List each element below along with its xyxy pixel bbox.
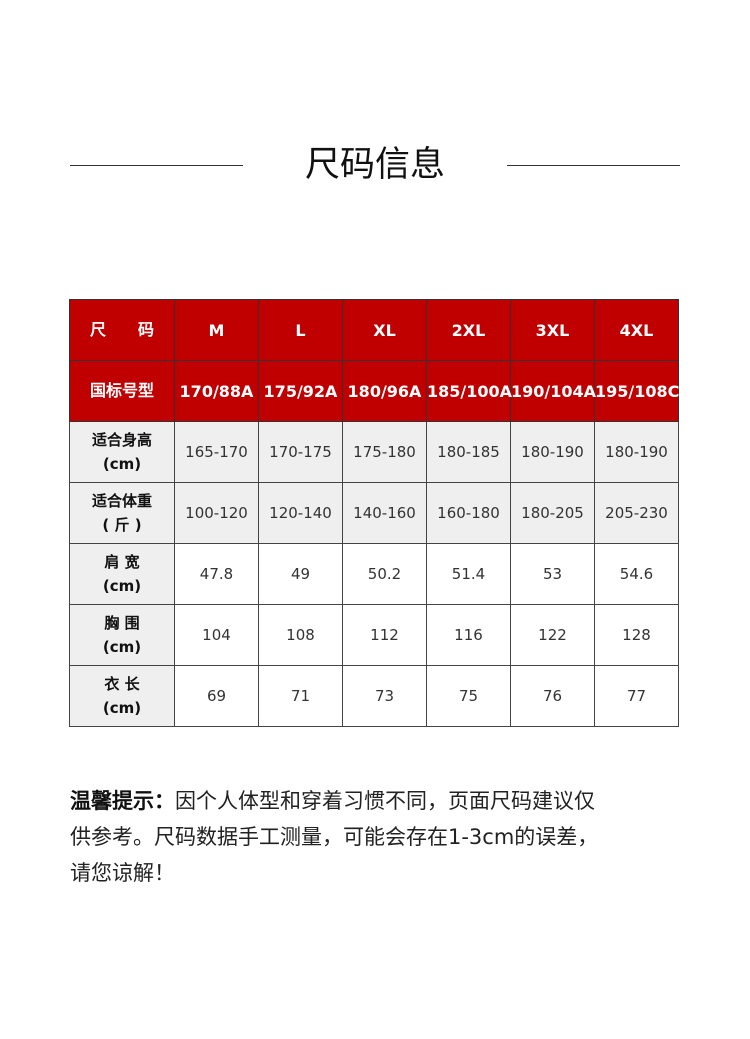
table-cell: 116 bbox=[426, 604, 511, 666]
table-cell: 170/88A bbox=[174, 360, 259, 422]
table-cell: 100-120 bbox=[174, 482, 259, 544]
table-row: 国标号型 170/88A 175/92A 180/96A 185/100A 190/104… bbox=[69, 360, 679, 422]
note-line: 请您谅解！ bbox=[70, 861, 175, 885]
size-header-cell: 3XL bbox=[510, 299, 595, 361]
size-header-cell: L bbox=[258, 299, 343, 361]
table-cell: 75 bbox=[426, 665, 511, 727]
table-cell: 69 bbox=[174, 665, 259, 727]
size-note: 温馨提示：因个人体型和穿着习惯不同，页面尺码建议仅 供参考。尺码数据手工测量，可… bbox=[70, 783, 690, 891]
table-cell: 76 bbox=[510, 665, 595, 727]
table-cell: 104 bbox=[174, 604, 259, 666]
title-rule-right bbox=[507, 165, 680, 166]
table-cell: 77 bbox=[594, 665, 679, 727]
table-cell: 160-180 bbox=[426, 482, 511, 544]
table-cell: 185/100A bbox=[426, 360, 512, 422]
row-label-unit: (cm) bbox=[102, 577, 142, 595]
size-table: 尺码 M L XL 2XL 3XL 4XL 国标号型 170/88A 175/92A 180/96A… bbox=[69, 299, 679, 727]
title-rule-left bbox=[70, 165, 243, 166]
table-cell: 112 bbox=[342, 604, 427, 666]
table-cell: 205-230 bbox=[594, 482, 679, 544]
table-row: 衣 长 (cm) 69 71 73 75 76 77 bbox=[69, 665, 679, 727]
row-label: 适合身高 (cm) bbox=[69, 421, 175, 483]
note-line: 因个人体型和穿着习惯不同，页面尺码建议仅 bbox=[175, 789, 595, 813]
table-row: 胸 围 (cm) 104 108 112 116 122 128 bbox=[69, 604, 679, 666]
size-header-cell: XL bbox=[342, 299, 427, 361]
row-label: 胸 围 (cm) bbox=[69, 604, 175, 666]
table-cell: 180-185 bbox=[426, 421, 511, 483]
table-cell: 122 bbox=[510, 604, 595, 666]
label-char: 尺 bbox=[90, 320, 107, 339]
table-cell: 180-190 bbox=[594, 421, 679, 483]
label-char: 码 bbox=[137, 320, 154, 339]
table-cell: 175/92A bbox=[258, 360, 343, 422]
size-header-cell: M bbox=[174, 299, 259, 361]
table-cell: 180-205 bbox=[510, 482, 595, 544]
table-cell: 180-190 bbox=[510, 421, 595, 483]
size-header-cell: 4XL bbox=[594, 299, 679, 361]
row-label-unit: (cm) bbox=[102, 699, 142, 717]
table-cell: 50.2 bbox=[342, 543, 427, 605]
table-cell: 128 bbox=[594, 604, 679, 666]
row-label-line: 肩 宽 bbox=[104, 553, 140, 571]
table-cell: 180/96A bbox=[342, 360, 427, 422]
table-row: 适合身高 (cm) 165-170 170-175 175-180 180-185 180-… bbox=[69, 421, 679, 483]
table-cell: 51.4 bbox=[426, 543, 511, 605]
table-cell: 175-180 bbox=[342, 421, 427, 483]
row-label-unit: (cm) bbox=[102, 455, 142, 473]
row-label: 衣 长 (cm) bbox=[69, 665, 175, 727]
table-cell: 71 bbox=[258, 665, 343, 727]
table-cell: 170-175 bbox=[258, 421, 343, 483]
size-header-row: 尺码 M L XL 2XL 3XL 4XL bbox=[69, 299, 679, 361]
page-title: 尺码信息 bbox=[304, 145, 445, 185]
row-label: 肩 宽 (cm) bbox=[69, 543, 175, 605]
row-label-unit: ( 斤 ) bbox=[102, 516, 142, 534]
row-label: 国标号型 bbox=[69, 360, 175, 422]
row-label-line: 国标号型 bbox=[89, 381, 154, 400]
row-label-unit: (cm) bbox=[102, 638, 142, 656]
row-label: 适合体重 ( 斤 ) bbox=[69, 482, 175, 544]
table-cell: 140-160 bbox=[342, 482, 427, 544]
table-cell: 73 bbox=[342, 665, 427, 727]
table-cell: 195/108C bbox=[594, 360, 679, 422]
table-row: 肩 宽 (cm) 47.8 49 50.2 51.4 53 54.6 bbox=[69, 543, 679, 605]
table-cell: 190/104A bbox=[510, 360, 596, 422]
table-cell: 54.6 bbox=[594, 543, 679, 605]
table-cell: 108 bbox=[258, 604, 343, 666]
note-label: 温馨提示： bbox=[70, 789, 175, 813]
row-label-line: 适合体重 bbox=[91, 492, 152, 510]
row-label-line: 适合身高 bbox=[91, 431, 152, 449]
row-label-line: 胸 围 bbox=[104, 614, 140, 632]
table-cell: 49 bbox=[258, 543, 343, 605]
row-label-line: 衣 长 bbox=[104, 675, 140, 693]
row-label: 尺码 bbox=[69, 299, 175, 361]
table-cell: 53 bbox=[510, 543, 595, 605]
table-row: 适合体重 ( 斤 ) 100-120 120-140 140-160 160-180 180… bbox=[69, 482, 679, 544]
table-cell: 120-140 bbox=[258, 482, 343, 544]
table-cell: 47.8 bbox=[174, 543, 259, 605]
table-cell: 165-170 bbox=[174, 421, 259, 483]
note-line: 供参考。尺码数据手工测量，可能会存在1-3cm的误差， bbox=[70, 825, 599, 849]
size-header-cell: 2XL bbox=[426, 299, 511, 361]
